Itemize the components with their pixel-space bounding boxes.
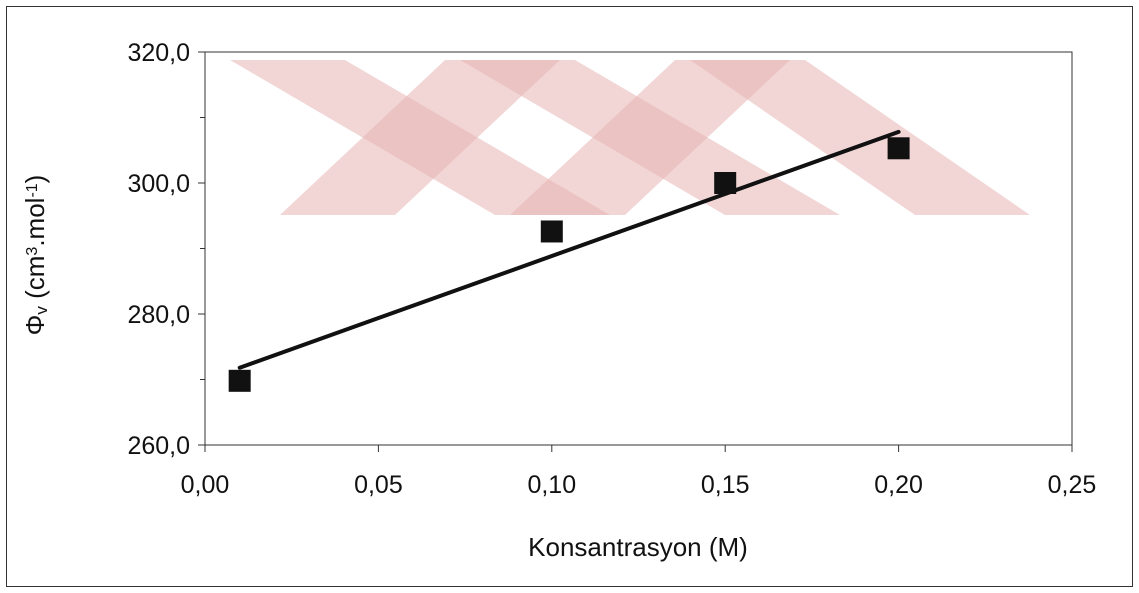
trendline bbox=[237, 129, 901, 370]
data-point bbox=[228, 369, 251, 392]
chart-frame bbox=[6, 6, 1133, 587]
x-tick-label: 0,20 bbox=[874, 471, 923, 499]
x-tick-label: 0,10 bbox=[527, 471, 576, 499]
y-tick-label: 300,0 bbox=[127, 170, 190, 198]
watermark-logo bbox=[230, 60, 1030, 215]
watermark-stripe bbox=[280, 60, 560, 215]
y-tick-label: 320,0 bbox=[127, 39, 190, 67]
x-tick-label: 0,00 bbox=[181, 471, 230, 499]
x-tick-label: 0,15 bbox=[701, 471, 750, 499]
data-point bbox=[714, 172, 737, 194]
y-tick-label: 280,0 bbox=[127, 301, 190, 329]
y-tick-label: 260,0 bbox=[127, 432, 190, 460]
x-tick-label: 0,05 bbox=[354, 471, 403, 499]
x-axis-title: Konsantrasyon (M) bbox=[528, 532, 748, 562]
data-point bbox=[887, 137, 910, 160]
watermark-stripe bbox=[510, 60, 790, 215]
watermark-stripe bbox=[690, 60, 1030, 215]
y-axis-title: Φv (cm3.mol-1) bbox=[20, 175, 51, 336]
x-tick-label: 0,25 bbox=[1048, 471, 1097, 499]
data-point bbox=[540, 220, 563, 243]
